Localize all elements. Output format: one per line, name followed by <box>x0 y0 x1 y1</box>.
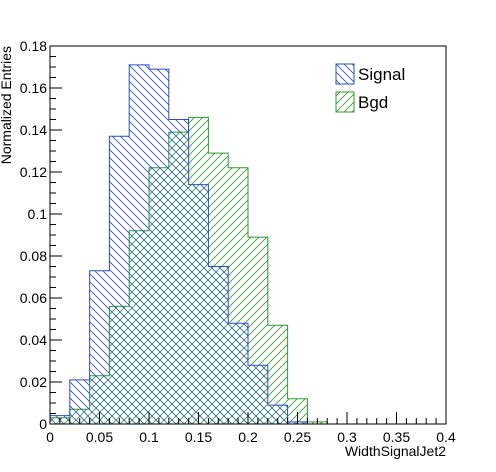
y-axis-title: Normalized Entries <box>0 46 14 164</box>
legend-item-bgd: Bgd <box>336 92 388 112</box>
x-tick-label: 0.2 <box>238 429 258 445</box>
signal-bin-fill <box>129 65 149 424</box>
legend-item-signal: Signal <box>336 64 405 84</box>
signal-bin-fill <box>228 323 248 424</box>
y-tick-label: 0 <box>39 416 47 432</box>
series-layer <box>50 65 446 424</box>
y-tick-label: 0.18 <box>20 38 47 54</box>
x-axis-title: WidthSignalJet2 <box>345 443 446 459</box>
legend: Signal Bgd <box>336 64 405 112</box>
x-tick-label: 0.05 <box>86 429 113 445</box>
signal-bin-fill <box>208 267 228 425</box>
signal-bin-fill <box>90 271 110 424</box>
y-tick-label: 0.04 <box>20 332 47 348</box>
y-tick-label: 0.1 <box>28 206 48 222</box>
x-tick-label: 0.15 <box>185 429 212 445</box>
signal-bin-fill <box>149 69 169 424</box>
signal-bin-fill <box>189 185 209 424</box>
y-tick-label: 0.14 <box>20 122 47 138</box>
legend-swatch <box>336 92 354 112</box>
x-tick-label: 0 <box>46 429 54 445</box>
legend-swatch <box>336 64 354 84</box>
y-tick-label: 0.02 <box>20 374 47 390</box>
signal-bin-fill <box>109 136 129 424</box>
y-tick-label: 0.12 <box>20 164 47 180</box>
y-tick-label: 0.08 <box>20 248 47 264</box>
signal-bin-fill <box>169 120 189 425</box>
y-axis: 0 0.02 0.04 0.06 0.08 0.1 0.12 0.14 0.16 0.18 <box>20 38 62 432</box>
legend-label: Bgd <box>358 93 388 112</box>
y-tick-label: 0.06 <box>20 290 47 306</box>
x-tick-label: 0.1 <box>139 429 159 445</box>
signal-bin-fill <box>70 380 90 424</box>
y-tick-label: 0.16 <box>20 80 47 96</box>
x-tick-label: 0.25 <box>284 429 311 445</box>
legend-label: Signal <box>358 65 405 84</box>
signal-bin-fill <box>248 365 268 424</box>
